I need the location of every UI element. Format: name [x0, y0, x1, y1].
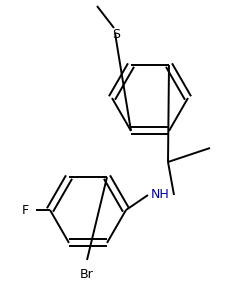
- Text: Br: Br: [80, 268, 93, 281]
- Text: NH: NH: [150, 189, 169, 202]
- Text: F: F: [22, 204, 29, 217]
- Text: S: S: [112, 28, 120, 41]
